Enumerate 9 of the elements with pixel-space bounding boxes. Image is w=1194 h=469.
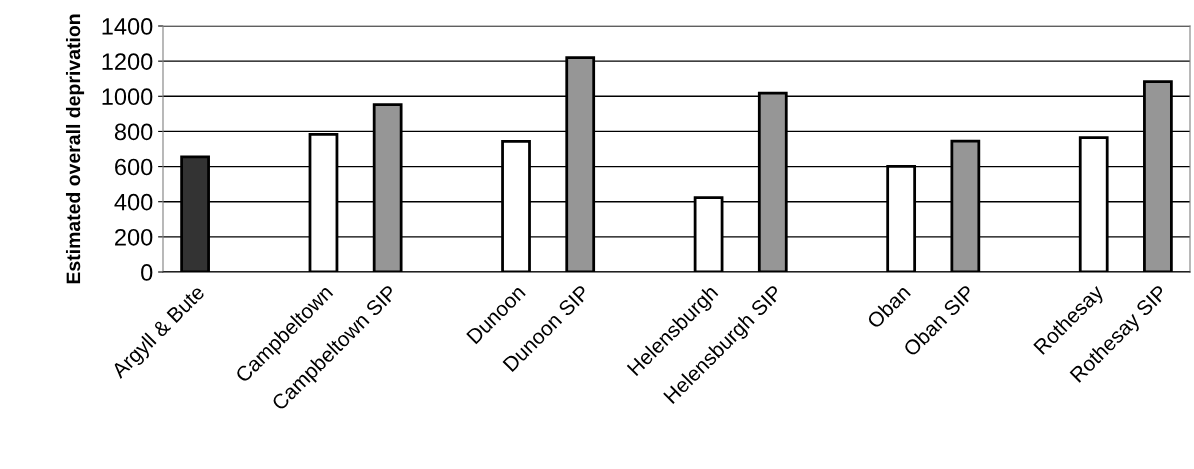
y-tick-label: 1200 xyxy=(102,53,153,70)
y-tick-label: 200 xyxy=(115,228,153,246)
y-tick-label: 0 xyxy=(141,264,153,281)
y-axis-title: Estimated overall deprivation xyxy=(65,14,85,284)
y-tick-label: 400 xyxy=(114,193,153,211)
y-tick-label: 1400 xyxy=(102,18,153,35)
y-tick-label: 800 xyxy=(114,123,153,141)
y-tick-label: 1000 xyxy=(102,88,153,106)
y-tick-label: 600 xyxy=(115,158,153,176)
